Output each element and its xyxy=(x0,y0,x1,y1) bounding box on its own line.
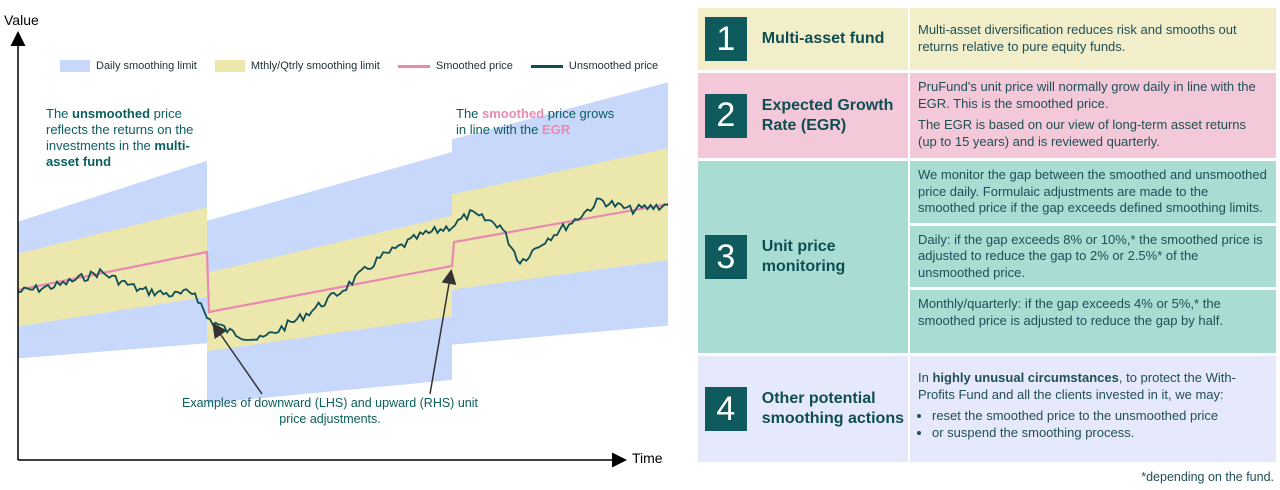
monthly-rule-text: Monthly/quarterly: if the gap exceeds 4%… xyxy=(910,287,1276,335)
adjustment-callout: Examples of downward (LHS) and upward (R… xyxy=(182,396,478,426)
row-title: Expected Growth Rate (EGR) xyxy=(761,96,894,134)
list-item: or suspend the smoothing process. xyxy=(932,425,1268,442)
legend-unsmoothed-line xyxy=(530,64,563,68)
explanation-panel: 1 Multi-asset fund Multi-asset diversifi… xyxy=(698,8,1276,465)
number-badge-2: 2 xyxy=(704,93,747,138)
legend-unsmoothed: Unsmoothed price xyxy=(530,60,659,72)
row-expected-growth-rate: 2 Expected Growth Rate (EGR) PruFund's u… xyxy=(698,73,1276,158)
row-description: In highly unusual circumstances, to prot… xyxy=(910,356,1276,462)
annotation-unsmoothed: The unsmoothed price reflects the return… xyxy=(46,106,194,169)
legend-daily-label: Daily smoothing limit xyxy=(96,60,197,72)
legend-monthly-label: Mthly/Qtrly smoothing limit xyxy=(250,60,380,72)
legend-daily: Daily smoothing limit xyxy=(60,60,197,72)
annotation-smoothed: The smoothed price grows in line with th… xyxy=(456,106,615,137)
legend: Daily smoothing limit Mthly/Qtrly smooth… xyxy=(60,60,676,72)
footnote: *depending on the fund. xyxy=(1141,470,1274,484)
row-title: Unit price monitoring xyxy=(761,238,846,275)
number-badge-3: 3 xyxy=(704,235,747,279)
legend-daily-swatch xyxy=(60,60,90,72)
row-multi-asset-fund: 1 Multi-asset fund Multi-asset diversifi… xyxy=(698,8,1276,70)
row-other-smoothing-actions: 4 Other potential smoothing actions In h… xyxy=(698,356,1276,462)
legend-smoothed-label: Smoothed price xyxy=(435,60,513,72)
legend-unsmoothed-label: Unsmoothed price xyxy=(568,60,659,72)
daily-rule-text: Daily: if the gap exceeds 8% or 10%,* th… xyxy=(910,222,1276,288)
row-title: Other potential smoothing actions xyxy=(761,390,904,427)
legend-monthly: Mthly/Qtrly smoothing limit xyxy=(214,60,380,72)
row-description: We monitor the gap between the smoothed … xyxy=(910,161,1276,353)
number-badge-1: 1 xyxy=(704,17,747,61)
chart-canvas xyxy=(10,31,669,468)
action-list: reset the smoothed price to the unsmooth… xyxy=(918,408,1268,441)
arrow-downward-adjustment xyxy=(212,322,263,395)
x-axis-label: Time xyxy=(632,450,663,466)
legend-smoothed-line xyxy=(397,64,430,68)
smoothing-diagram: Value Time Daily smoothing limit Mthly/Q… xyxy=(4,12,676,468)
monthly-band xyxy=(452,148,668,290)
row-description: PruFund's unit price will normally grow … xyxy=(910,73,1276,158)
legend-monthly-swatch xyxy=(214,60,245,72)
smoothed-price-line xyxy=(17,202,669,314)
legend-smoothed: Smoothed price xyxy=(397,60,513,72)
arrow-upward-adjustment xyxy=(429,269,457,395)
row-title: Multi-asset fund xyxy=(761,30,885,47)
row-description: Multi-asset diversification reduces risk… xyxy=(910,8,1276,70)
list-item: reset the smoothed price to the unsmooth… xyxy=(932,408,1268,425)
monthly-band xyxy=(18,207,207,327)
unsmoothed-price-line xyxy=(17,197,669,341)
monitoring-text: We monitor the gap between the smoothed … xyxy=(918,167,1267,215)
y-axis-label: Value xyxy=(4,12,39,28)
row-unit-price-monitoring: 3 Unit price monitoring We monitor the g… xyxy=(698,161,1276,353)
number-badge-4: 4 xyxy=(704,387,747,431)
